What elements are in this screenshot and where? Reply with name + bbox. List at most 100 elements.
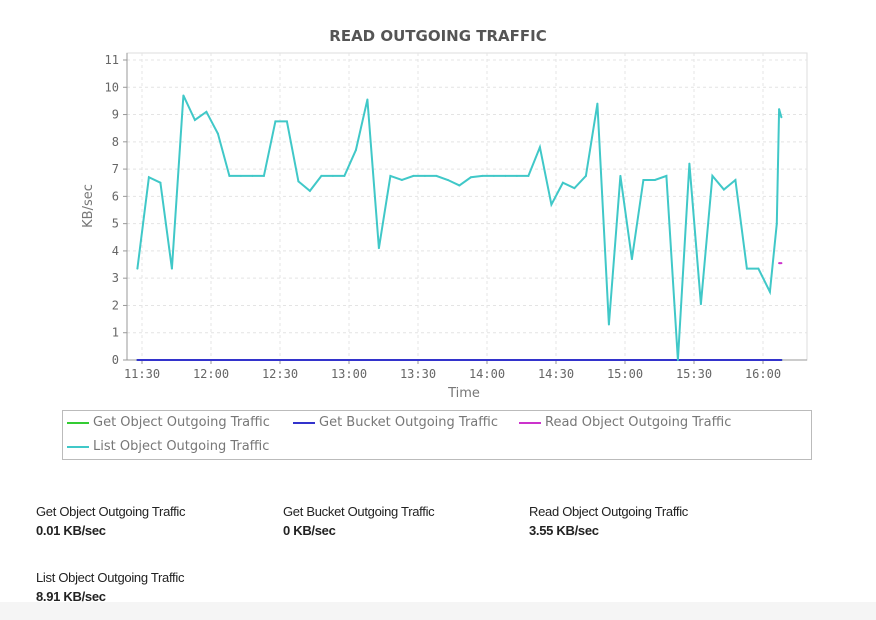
data-point (458, 184, 461, 187)
legend-item: List Object Outgoing Traffic (67, 439, 269, 454)
stat-value: 3.55 KB/sec (529, 523, 599, 538)
x-axis-label: Time (447, 386, 480, 401)
chart: 0 1 2 3 4 5 6 7 8 9 10 11 11:30 12:00 12:30 13:00 13:30 1… (81, 52, 808, 401)
x-tick-label: 11:30 (124, 367, 160, 381)
legend-swatch (67, 421, 89, 424)
data-point (515, 174, 518, 177)
data-point (504, 174, 507, 177)
y-tick-label: 2 (112, 298, 119, 312)
stat-label: Get Bucket Outgoing Traffic (283, 504, 435, 519)
plot-area (126, 52, 808, 361)
data-point (775, 222, 778, 225)
stat-label: Read Object Outgoing Traffic (529, 504, 689, 519)
stat-value: 8.91 KB/sec (36, 589, 106, 604)
y-tick-label: 11 (105, 53, 119, 67)
data-point (688, 162, 691, 165)
data-point (147, 176, 150, 179)
data-point (778, 262, 781, 265)
data-point (228, 174, 231, 177)
data-point (573, 187, 576, 190)
legend-item: Get Object Outgoing Traffic (67, 415, 270, 430)
stat-list-object: List Object Outgoing Traffic 8.91 KB/sec (36, 570, 184, 604)
data-point (584, 174, 587, 177)
stat-get-bucket: Get Bucket Outgoing Traffic 0 KB/sec (283, 504, 435, 538)
data-point (722, 188, 725, 191)
data-point (331, 174, 334, 177)
stat-value: 0 KB/sec (283, 523, 336, 538)
data-point (400, 179, 403, 181)
data-point (492, 174, 495, 177)
data-point (423, 174, 426, 177)
x-tick-label: 14:00 (469, 367, 505, 381)
data-point (239, 174, 242, 177)
data-point (538, 146, 541, 149)
data-point (412, 174, 415, 177)
data-point (136, 267, 139, 270)
data-point (285, 120, 288, 123)
data-point (182, 94, 185, 97)
data-point (642, 179, 645, 181)
data-point (780, 359, 783, 361)
data-point (607, 323, 610, 326)
legend-label: Get Object Outgoing Traffic (93, 415, 270, 430)
chart-title: READ OUTGOING TRAFFIC (329, 27, 547, 45)
data-point (262, 174, 265, 177)
legend-swatch (67, 445, 89, 448)
y-axis-label: KB/sec (81, 184, 96, 228)
stat-read-object: Read Object Outgoing Traffic 3.55 KB/sec (529, 504, 688, 538)
data-point (389, 174, 392, 177)
data-point (308, 189, 311, 192)
data-point (676, 359, 679, 361)
stat-get-object: Get Object Outgoing Traffic 0.01 KB/sec (36, 504, 185, 538)
stat-label: Get Object Outgoing Traffic (36, 504, 186, 519)
data-point (619, 174, 622, 177)
stat-label: List Object Outgoing Traffic (36, 570, 185, 585)
x-tick-label: 12:30 (262, 367, 298, 381)
data-point (757, 267, 760, 270)
data-point (366, 98, 369, 101)
data-point (193, 119, 196, 121)
x-tick-label: 16:00 (745, 367, 781, 381)
data-point (780, 116, 783, 119)
data-point (446, 179, 449, 181)
data-point (481, 174, 484, 177)
x-tick-label: 14:30 (538, 367, 574, 381)
data-point (699, 303, 702, 306)
data-point (550, 203, 553, 206)
data-point (469, 176, 472, 179)
data-point (778, 108, 781, 111)
y-tick-label: 3 (112, 271, 119, 285)
y-tick-label: 8 (112, 135, 119, 149)
legend-label: List Object Outgoing Traffic (93, 439, 270, 454)
y-tick-label: 10 (105, 80, 119, 94)
x-tick-label: 15:30 (676, 367, 712, 381)
legend-swatch (519, 421, 541, 424)
x-tick-label: 13:00 (331, 367, 367, 381)
legend-swatch (293, 421, 315, 424)
data-point (653, 179, 656, 181)
data-point (297, 180, 300, 183)
legend-item: Get Bucket Outgoing Traffic (293, 415, 498, 430)
legend-item: Read Object Outgoing Traffic (519, 415, 731, 430)
footer-bar (0, 602, 876, 620)
data-point (527, 174, 530, 177)
data-point (216, 132, 219, 135)
stat-value: 0.01 KB/sec (36, 523, 106, 538)
data-point (630, 258, 633, 261)
y-tick-label: 5 (112, 217, 119, 231)
data-point (665, 174, 668, 177)
data-point (745, 267, 748, 270)
legend-label: Get Bucket Outgoing Traffic (319, 415, 498, 430)
data-point (780, 262, 783, 265)
data-point (354, 149, 357, 151)
data-point (159, 181, 162, 184)
data-point (170, 267, 173, 270)
data-point (711, 174, 714, 177)
y-tick-label: 7 (112, 162, 119, 176)
data-point (377, 247, 380, 250)
data-point (136, 359, 139, 361)
data-point (768, 290, 771, 293)
data-point (205, 110, 208, 113)
legend-label: Read Object Outgoing Traffic (545, 415, 732, 430)
y-tick-label: 4 (112, 244, 119, 258)
